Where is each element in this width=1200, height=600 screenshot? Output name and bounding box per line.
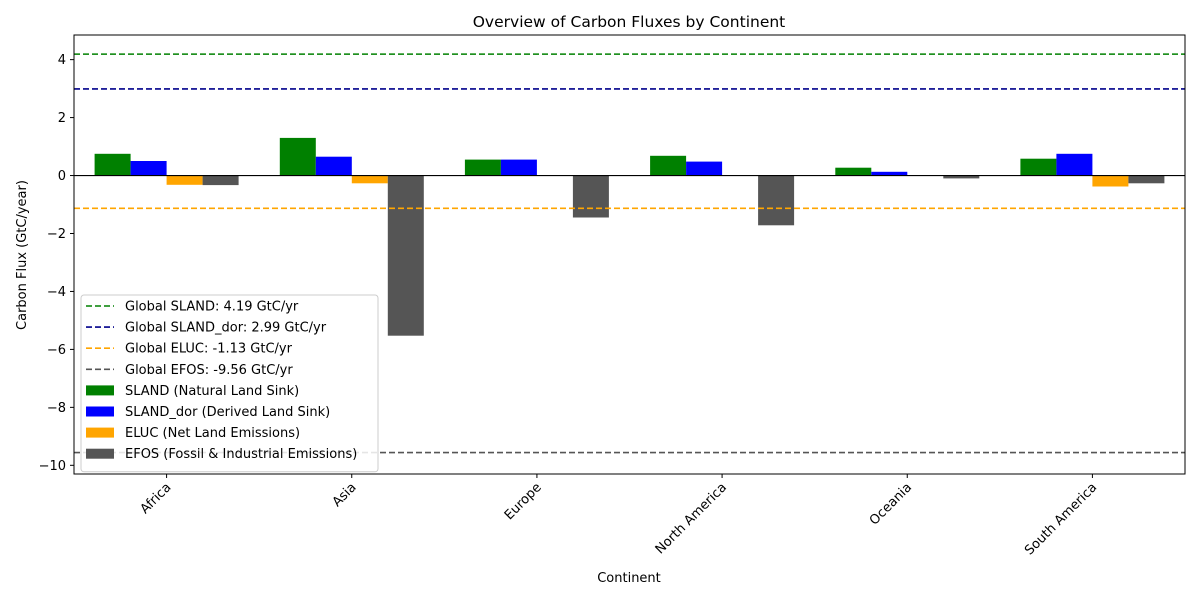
legend-label-3: Global EFOS: -9.56 GtC/yr <box>125 363 293 378</box>
legend-label-0: Global SLAND: 4.19 GtC/yr <box>125 300 299 315</box>
legend-swatch-4 <box>86 385 114 396</box>
legend-label-7: EFOS (Fossil & Industrial Emissions) <box>125 447 357 462</box>
legend-label-6: ELUC (Net Land Emissions) <box>125 426 300 441</box>
bar-2-5 <box>1092 175 1129 187</box>
bar-3-5 <box>1128 175 1165 184</box>
x-tick-label-0: Africa <box>138 480 175 517</box>
bar-2-1 <box>351 175 388 184</box>
bar-0-3 <box>650 155 687 176</box>
bar-1-2 <box>500 159 537 176</box>
y-tick-label-1: −8 <box>47 401 66 416</box>
bar-0-2 <box>464 159 501 176</box>
bar-3-4 <box>943 175 980 179</box>
legend-box <box>80 294 379 473</box>
bar-1-0 <box>130 161 167 176</box>
bar-3-3 <box>758 175 795 226</box>
x-axis-label: Continent <box>597 571 661 586</box>
bar-0-5 <box>1020 158 1057 176</box>
chart-title: Overview of Carbon Fluxes by Continent <box>473 13 786 31</box>
bar-1-3 <box>686 161 723 176</box>
y-tick-label-3: −4 <box>47 285 66 300</box>
bar-0-0 <box>94 153 131 176</box>
x-tick-label-2: Europe <box>502 480 545 523</box>
y-tick-label-6: 2 <box>58 111 66 126</box>
bar-2-0 <box>166 175 203 185</box>
legend-label-1: Global SLAND_dor: 2.99 GtC/yr <box>125 321 327 336</box>
bar-3-2 <box>572 175 609 218</box>
x-tick-label-4: Oceania <box>867 480 915 528</box>
y-tick-label-5: 0 <box>58 169 66 184</box>
y-tick-label-0: −10 <box>39 459 66 474</box>
y-tick-label-4: −2 <box>47 227 66 242</box>
legend: Global SLAND: 4.19 GtC/yr Global SLAND_do… <box>80 294 379 473</box>
bar-1-1 <box>315 156 352 176</box>
x-tick-label-5: South America <box>1022 480 1100 558</box>
bar-1-4 <box>871 171 908 176</box>
y-tick-label-2: −6 <box>47 343 66 358</box>
legend-label-5: SLAND_dor (Derived Land Sink) <box>125 405 330 420</box>
legend-label-2: Global ELUC: -1.13 GtC/yr <box>125 342 293 357</box>
x-tick-label-3: North America <box>653 480 730 557</box>
bar-3-0 <box>202 175 239 186</box>
y-axis-label: Carbon Flux (GtC/year) <box>15 180 30 330</box>
bar-0-1 <box>279 137 316 176</box>
plot-frame <box>73 34 1186 475</box>
legend-swatch-7 <box>86 448 114 459</box>
legend-label-4: SLAND (Natural Land Sink) <box>125 384 299 399</box>
x-tick-label-1: Asia <box>330 480 360 510</box>
legend-swatch-5 <box>86 406 114 417</box>
bar-0-4 <box>835 167 872 176</box>
legend-swatch-6 <box>86 427 114 438</box>
bar-1-5 <box>1056 153 1093 176</box>
y-tick-label-7: 4 <box>58 53 66 68</box>
bar-3-1 <box>387 175 424 336</box>
